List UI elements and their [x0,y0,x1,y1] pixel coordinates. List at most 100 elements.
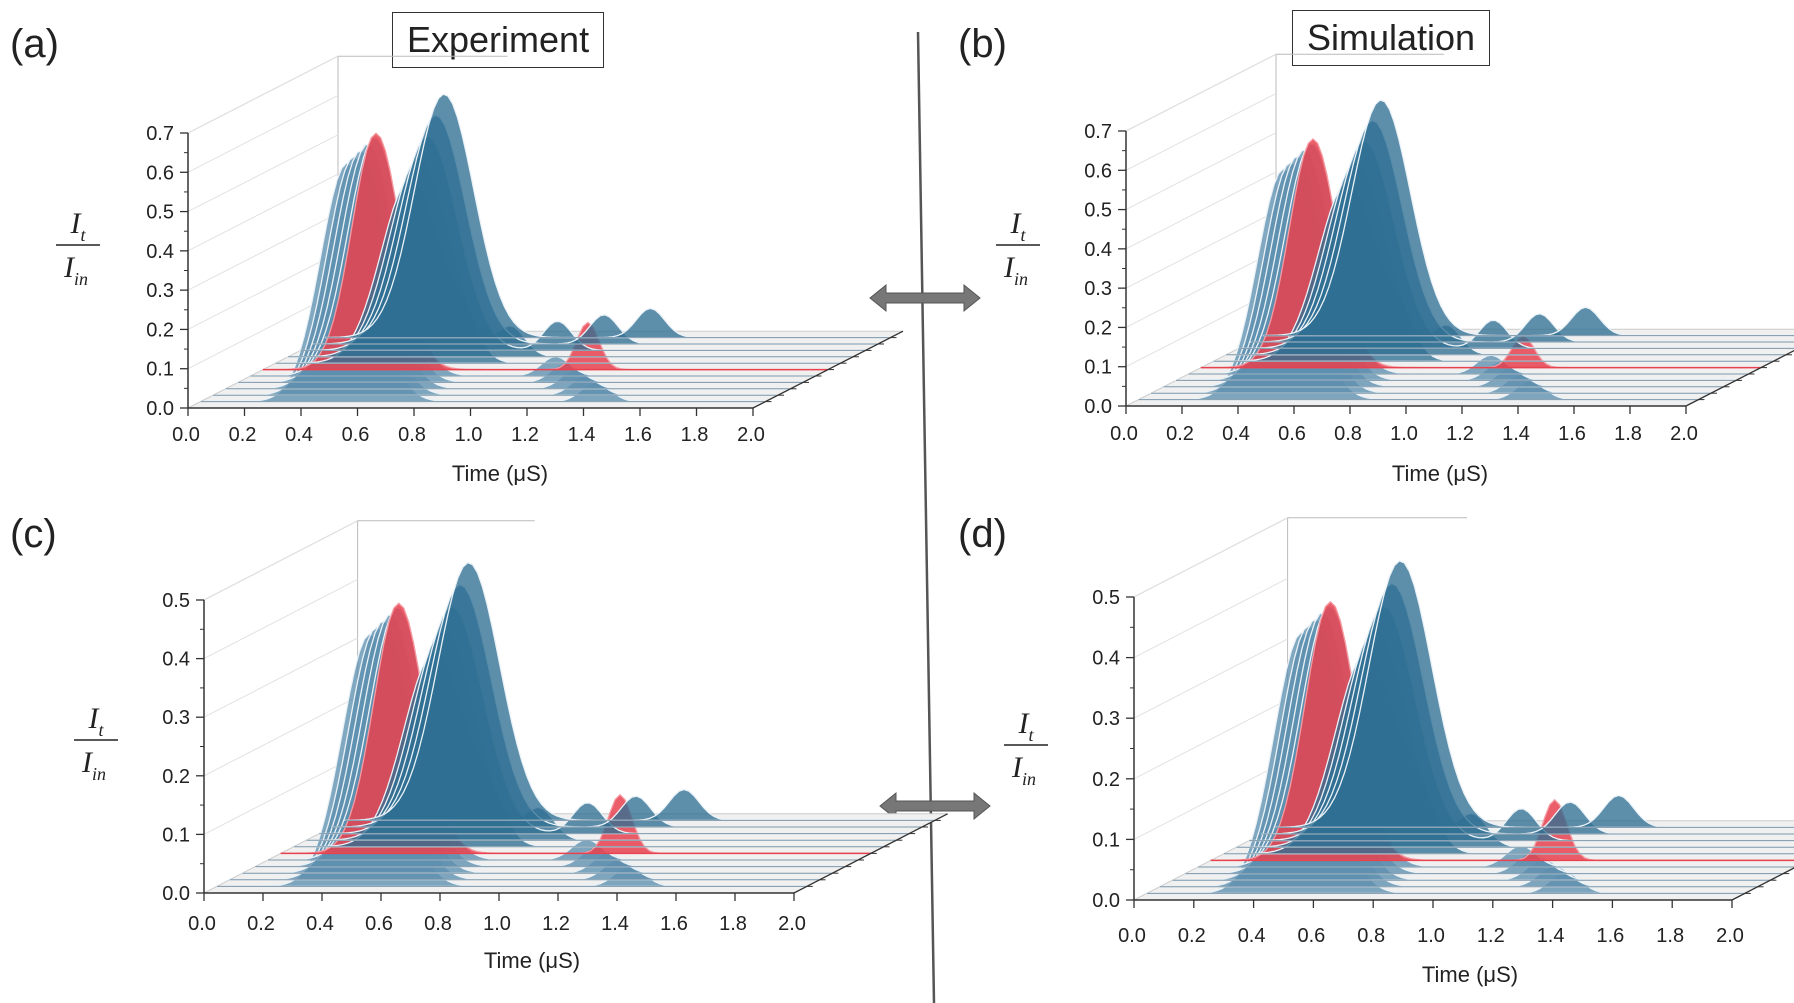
x-axis-label: Time (μS) [484,948,580,973]
grid-line [1125,53,1277,132]
grid-line [1133,577,1288,659]
y-tick-label: 0.3 [162,707,190,729]
grid-line [187,252,339,330]
panel-label-d: (d) [958,512,1007,556]
panel-label-a: (a) [10,22,59,66]
y-tick-label: 0.3 [146,280,174,302]
grid-line [203,520,358,601]
grid-line [1125,93,1277,171]
chart-panel-b: 0.0 0.1 0.2 0.3 0.4 0.5 0.6 0.7 0.0 0.2 0.4 0.6 0.8 1… [996,53,1794,486]
y-tick-label: 0.1 [1092,829,1120,851]
x-tick-label: 1.4 [568,424,596,446]
x-tick-label: 1.8 [1614,423,1642,445]
x-tick-label: 1.2 [542,913,570,935]
grid-line [203,696,358,777]
chart-panel-d: 0.0 0.1 0.2 0.3 0.4 0.5 0.0 0.2 0.4 0.6 0.8 1.0 1.2 1… [1004,517,1794,987]
double-arrow-icon-1 [869,283,981,313]
y-label-numerator-sub: t [98,720,104,740]
grid-line [1125,210,1277,289]
grid-line [187,212,339,291]
x-tick-label: 0.8 [398,424,426,446]
x-tick-label: 1.6 [1558,423,1586,445]
y-tick-label: 0.4 [1092,648,1120,670]
x-tick-label: 1.6 [1596,925,1624,947]
x-tick-label: 2.0 [1716,925,1744,947]
grid-line [203,578,358,660]
x-tick-label: 0.4 [285,424,313,446]
y-tick-label: 0.4 [146,241,174,263]
x-tick-label: 0.4 [1238,925,1266,947]
y-tick-label: 0.5 [162,590,190,612]
x-tick-label: 0.6 [1297,925,1325,947]
x-tick-label: 2.0 [778,913,806,935]
x-tick-label: 0.8 [1334,423,1362,445]
header-simulation: Simulation [1292,10,1491,66]
grid-line [203,754,358,835]
x-axis-label: Time (μS) [1422,962,1518,987]
y-label-denominator-sub: in [1014,269,1028,289]
x-tick-label: 0.0 [172,424,200,446]
y-tick-label: 0.0 [162,883,190,905]
x-tick-label: 0.2 [247,913,275,935]
y-tick-label: 0.2 [146,319,174,341]
panel-label-b: (b) [958,22,1007,66]
y-label-denominator: Iin [1011,751,1036,789]
y-label-numerator: It [1017,707,1034,745]
x-tick-label: 1.0 [1390,423,1418,445]
y-tick-label: 0.7 [146,123,174,145]
x-tick-label: 0.2 [1178,925,1206,947]
y-tick-label: 0.0 [146,398,174,420]
y-tick-label: 0.2 [1084,317,1112,339]
x-tick-label: 2.0 [1670,423,1698,445]
x-tick-label: 0.0 [1110,423,1138,445]
x-tick-label: 1.8 [681,424,709,446]
y-label-numerator: It [87,702,104,740]
y-tick-label: 0.1 [1084,357,1112,379]
x-tick-label: 0.6 [365,913,393,935]
y-label-numerator: It [1009,207,1026,245]
y-tick-label: 0.3 [1092,708,1120,730]
center-divider [916,31,936,1003]
grid-line [187,134,339,213]
y-tick-label: 0.4 [162,649,190,671]
y-tick-label: 0.4 [1084,239,1112,261]
x-tick-label: 0.0 [188,913,216,935]
x-tick-label: 1.6 [660,913,688,935]
x-tick-label: 1.2 [1477,925,1505,947]
y-tick-label: 0.6 [146,162,174,184]
y-axis-label: It Iin [56,207,100,289]
x-tick-label: 1.2 [511,424,539,446]
y-tick-label: 0.2 [1092,769,1120,791]
y-tick-label: 0.2 [162,766,190,788]
x-tick-label: 0.4 [306,913,334,935]
y-label-numerator-sub: t [80,225,86,245]
grid-line [1125,171,1277,250]
grid-line [1133,699,1288,780]
y-label-denominator: Iin [63,251,88,289]
x-tick-label: 0.8 [424,913,452,935]
grid-line [1133,517,1288,598]
y-label-denominator-sub: in [92,764,106,784]
grid-line [1125,250,1277,328]
x-axis-label: Time (μS) [1392,461,1488,486]
x-tick-label: 0.6 [1278,423,1306,445]
y-axis-label: It Iin [996,207,1040,289]
y-label-denominator-sub: in [1022,769,1036,789]
y-tick-label: 0.0 [1092,890,1120,912]
x-tick-label: 1.8 [719,913,747,935]
y-label-numerator: It [69,207,86,245]
x-tick-label: 0.2 [1166,423,1194,445]
y-tick-label: 0.7 [1084,121,1112,143]
x-tick-label: 1.6 [624,424,652,446]
grid-line [1125,132,1277,211]
y-label-numerator-sub: t [1020,225,1026,245]
x-tick-label: 1.8 [1656,925,1684,947]
x-tick-label: 1.4 [1537,925,1565,947]
x-tick-label: 0.6 [342,424,370,446]
header-experiment: Experiment [392,12,605,68]
x-tick-label: 1.4 [1502,423,1530,445]
x-tick-label: 0.0 [1118,925,1146,947]
grid-line [187,55,339,134]
y-tick-label: 0.5 [146,202,174,224]
y-tick-label: 0.5 [1084,200,1112,222]
